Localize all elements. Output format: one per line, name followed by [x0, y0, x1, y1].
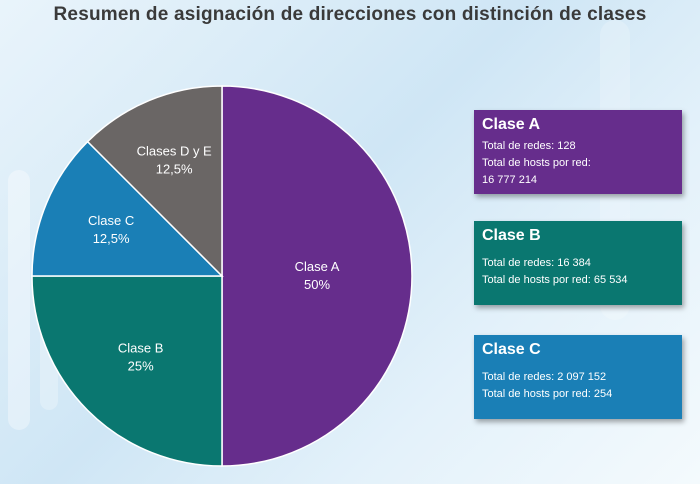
info-line: Total de hosts por red:: [482, 157, 591, 169]
slice-name-label: Clase A: [295, 259, 340, 274]
slice-name-label: Clases D y E: [137, 144, 212, 159]
info-box-clase-a: Clase A Total de redes: 128 Total de hos…: [474, 110, 682, 194]
pie-slice-clases-d-y-e: [86, 85, 223, 278]
info-box-clase-c: Clase C Total de redes: 2 097 152 Total …: [474, 335, 682, 419]
info-line: Total de hosts por red: 254: [482, 388, 613, 400]
pie-slice-clase-c: [31, 140, 224, 277]
info-line: 16 777 214: [482, 174, 538, 186]
info-line: Total de redes: 16 384: [482, 257, 591, 269]
slice-percent-label: 12,5%: [93, 231, 130, 246]
info-line: Total de hosts por red: 65 534: [482, 274, 628, 286]
info-line: Total de redes: 128: [482, 140, 576, 152]
slice-percent-label: 25%: [128, 358, 154, 373]
info-box-clase-b: Clase B Total de redes: 16 384 Total de …: [474, 221, 682, 305]
pie-slice-clase-a: [221, 85, 413, 467]
info-box-title: Clase B: [482, 227, 541, 244]
slice-percent-label: 50%: [304, 277, 330, 292]
info-line: Total de redes: 2 097 152: [482, 371, 607, 383]
slice-percent-label: 12,5%: [156, 162, 193, 177]
info-box-title: Clase A: [482, 116, 541, 133]
page-title: Resumen de asignación de direcciones con…: [53, 4, 647, 25]
pie-slice-clase-b: [31, 275, 223, 467]
info-box-title: Clase C: [482, 341, 541, 358]
slice-name-label: Clase C: [88, 213, 134, 228]
slice-name-label: Clase B: [118, 340, 164, 355]
